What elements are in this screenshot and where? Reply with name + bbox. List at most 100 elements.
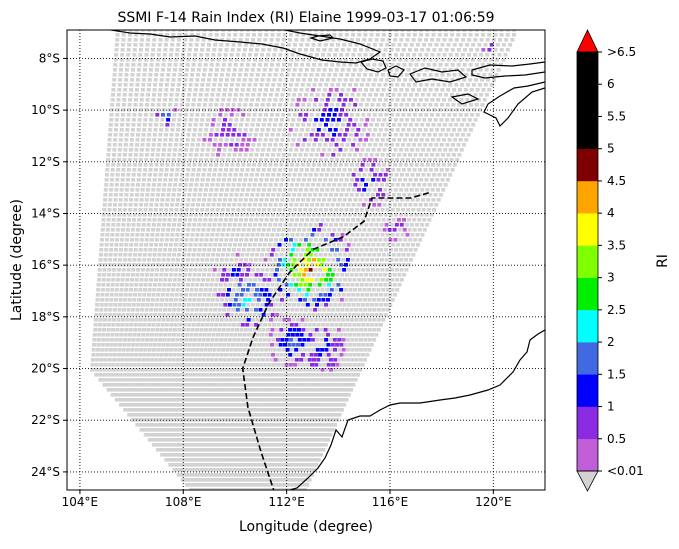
swath-pixel bbox=[373, 273, 378, 277]
swath-pixel bbox=[302, 193, 307, 197]
swath-pixel bbox=[131, 118, 136, 122]
swath-pixel bbox=[111, 83, 116, 87]
swath-pixel bbox=[126, 113, 131, 117]
swath-pixel bbox=[227, 323, 232, 327]
swath-pixel bbox=[128, 293, 133, 297]
swath-pixel bbox=[210, 318, 215, 322]
rain-pixel bbox=[288, 363, 293, 367]
swath-pixel bbox=[314, 173, 319, 177]
swath-pixel bbox=[150, 233, 155, 237]
swath-pixel bbox=[434, 73, 439, 77]
swath-pixel bbox=[136, 223, 141, 227]
swath-pixel bbox=[415, 198, 420, 202]
swath-pixel bbox=[294, 308, 299, 312]
swath-pixel bbox=[468, 30, 473, 32]
swath-pixel bbox=[104, 353, 109, 357]
swath-pixel bbox=[337, 168, 342, 172]
swath-pixel bbox=[212, 388, 217, 392]
swath-pixel bbox=[349, 378, 354, 382]
swath-pixel bbox=[116, 273, 121, 277]
swath-pixel bbox=[174, 388, 179, 392]
swath-pixel bbox=[350, 258, 355, 262]
swath-pixel bbox=[152, 133, 157, 137]
swath-pixel bbox=[444, 93, 449, 97]
swath-pixel bbox=[115, 233, 120, 237]
swath-pixel bbox=[112, 78, 117, 82]
swath-pixel bbox=[244, 293, 249, 297]
swath-pixel bbox=[272, 363, 276, 367]
rain-pixel bbox=[328, 108, 333, 112]
swath-pixel bbox=[178, 183, 183, 187]
swath-pixel bbox=[354, 43, 359, 47]
swath-pixel bbox=[271, 153, 275, 157]
swath-pixel bbox=[139, 38, 144, 42]
swath-pixel bbox=[215, 208, 220, 212]
swath-pixel bbox=[333, 253, 338, 257]
swath-pixel bbox=[317, 178, 322, 182]
swath-pixel bbox=[422, 228, 427, 232]
swath-pixel bbox=[348, 263, 353, 267]
swath-pixel bbox=[312, 368, 317, 372]
swath-pixel bbox=[158, 38, 163, 42]
swath-pixel bbox=[322, 213, 327, 217]
swath-pixel bbox=[286, 93, 291, 97]
swath-pixel bbox=[218, 218, 223, 222]
swath-pixel bbox=[396, 243, 401, 247]
swath-pixel bbox=[315, 338, 320, 342]
swath-pixel bbox=[168, 213, 173, 217]
swath-pixel bbox=[133, 323, 138, 327]
swath-pixel bbox=[106, 323, 111, 327]
swath-pixel bbox=[303, 208, 308, 212]
swath-pixel bbox=[292, 388, 297, 392]
swath-pixel bbox=[164, 298, 169, 302]
swath-pixel bbox=[312, 243, 317, 247]
swath-pixel bbox=[214, 68, 219, 72]
swath-pixel bbox=[382, 118, 387, 122]
swath-pixel bbox=[279, 218, 284, 222]
swath-pixel bbox=[110, 233, 115, 237]
swath-pixel bbox=[298, 68, 303, 72]
swath-pixel bbox=[157, 408, 161, 412]
swath-pixel bbox=[230, 253, 235, 257]
swath-pixel bbox=[264, 348, 269, 352]
swath-pixel bbox=[209, 303, 214, 307]
swath-pixel bbox=[262, 408, 266, 412]
swath-pixel bbox=[388, 118, 393, 122]
swath-pixel bbox=[415, 233, 420, 237]
swath-pixel bbox=[251, 143, 256, 147]
swath-pixel bbox=[411, 253, 416, 257]
swath-pixel bbox=[440, 178, 445, 182]
swath-pixel bbox=[316, 323, 321, 327]
swath-pixel bbox=[207, 108, 212, 112]
swath-pixel bbox=[214, 213, 219, 217]
swath-pixel bbox=[284, 183, 289, 187]
swath-pixel bbox=[185, 353, 190, 357]
swath-pixel bbox=[394, 33, 399, 37]
swath-pixel bbox=[264, 33, 269, 37]
swath-pixel bbox=[221, 153, 226, 157]
swath-pixel bbox=[230, 188, 235, 192]
swath-pixel bbox=[154, 358, 159, 362]
swath-pixel bbox=[186, 303, 191, 307]
swath-pixel bbox=[205, 118, 210, 122]
swath-pixel bbox=[251, 188, 256, 192]
swath-pixel bbox=[408, 238, 413, 242]
swath-pixel bbox=[360, 293, 365, 297]
swath-pixel bbox=[203, 63, 208, 67]
swath-pixel bbox=[285, 248, 290, 252]
swath-pixel bbox=[199, 153, 204, 157]
rain-pixel bbox=[339, 298, 344, 302]
swath-pixel bbox=[226, 308, 231, 312]
swath-pixel bbox=[264, 218, 269, 222]
swath-pixel bbox=[117, 148, 122, 152]
swath-pixel bbox=[120, 118, 125, 122]
swath-pixel bbox=[165, 293, 170, 297]
swath-pixel bbox=[456, 33, 461, 37]
swath-pixel bbox=[220, 403, 225, 407]
swath-pixel bbox=[267, 208, 272, 212]
swath-pixel bbox=[298, 238, 303, 242]
swath-pixel bbox=[114, 383, 119, 387]
swath-pixel bbox=[135, 273, 140, 277]
swath-pixel bbox=[384, 113, 389, 117]
swath-pixel bbox=[248, 133, 253, 137]
